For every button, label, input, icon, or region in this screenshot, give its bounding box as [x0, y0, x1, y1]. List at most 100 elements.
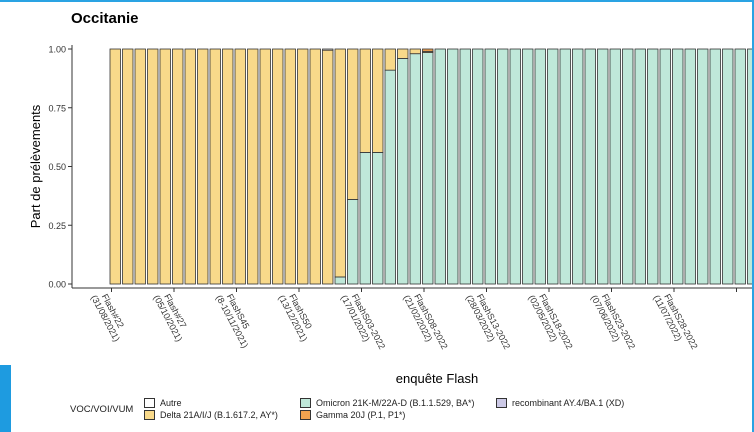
bar-segment-omicron: [534, 48, 546, 285]
x-tick-label: FlashS50(13/12/2021): [277, 289, 319, 343]
legend-label-recombinant: recombinant AY.4/BA.1 (XD): [512, 398, 625, 408]
bar-segment-omicron: [722, 48, 734, 285]
legend-column-2: Omicron 21K-M/22A-D (B.1.1.529, BA*) Gam…: [300, 397, 475, 421]
bar-segment-gamma: [422, 48, 434, 52]
legend-item-delta: Delta 21A/I/J (B.1.617.2, AY*): [144, 409, 278, 421]
legend-column-3: recombinant AY.4/BA.1 (XD): [496, 397, 624, 409]
x-tick-label: FlashS28-2022(11/07/2022): [652, 289, 700, 356]
bar-segment-delta: [259, 48, 271, 285]
chart-title: Occitanie: [71, 10, 139, 27]
bar-segment-omicron: [709, 48, 721, 285]
bar-segment-omicron: [622, 48, 634, 285]
x-tick-label: Flash#22(31/08/2021): [89, 289, 131, 343]
legend-item-recombinant: recombinant AY.4/BA.1 (XD): [496, 397, 624, 409]
bar-segment-omicron: [647, 48, 659, 285]
legend-item-autre: Autre: [144, 397, 278, 409]
bar-segment-omicron: [334, 276, 346, 285]
bar-segment-omicron: [559, 48, 571, 285]
bar-segment-omicron: [672, 48, 684, 285]
bar-segment-delta: [159, 48, 171, 285]
bar-segment-delta: [309, 48, 321, 285]
bar-segment-omicron: [459, 48, 471, 285]
bar-segment-delta: [197, 48, 209, 285]
bar-segment-omicron: [447, 48, 459, 285]
legend-column-1: Autre Delta 21A/I/J (B.1.617.2, AY*): [144, 397, 278, 421]
y-tick-label: 0.00: [48, 280, 66, 290]
legend-title: VOC/VOI/VUM: [70, 404, 134, 415]
bar-segment-delta: [347, 48, 359, 200]
bar-segment-delta: [409, 48, 421, 55]
bar-segment-omicron: [472, 48, 484, 285]
bar-segment-omicron: [359, 151, 371, 285]
bar-segment-delta: [284, 48, 296, 285]
bar-segment-omicron: [659, 48, 671, 285]
x-tick-label: FlashS18-2022(02/05/2022): [527, 289, 575, 356]
bar-segment-omicron: [422, 52, 434, 285]
bar-segment-omicron: [522, 48, 534, 285]
bar-segment-delta: [109, 48, 121, 285]
x-tick-label: FlashS03-2022(17/01/2022): [339, 289, 387, 356]
bar-segment-delta: [297, 48, 309, 285]
bar-segment-omicron: [584, 48, 596, 285]
bar-segment-delta: [384, 48, 396, 71]
side-tab[interactable]: [0, 365, 11, 432]
bar-segment-delta: [247, 48, 259, 285]
bar-segment-omicron: [484, 48, 496, 285]
bar-segment-omicron: [572, 48, 584, 285]
legend-item-gamma: Gamma 20J (P.1, P1*): [300, 409, 475, 421]
y-tick-label: 0.75: [48, 103, 66, 113]
bar-segment-delta: [334, 48, 346, 278]
legend-swatch-autre: [144, 398, 155, 408]
x-tick-label: Flash#27(05/10/2021): [152, 289, 194, 343]
bar-segment-omicron: [384, 69, 396, 285]
bar-segment-delta: [172, 48, 184, 285]
y-axis-title: Part de prélèvements: [28, 104, 43, 228]
x-axis-title: enquête Flash: [396, 371, 478, 386]
bar-segment-omicron: [397, 58, 409, 285]
bar-segment-omicron: [684, 48, 696, 285]
legend-label-autre: Autre: [160, 398, 182, 408]
bar-segment-delta: [147, 48, 159, 285]
bar-segment-delta: [222, 48, 234, 285]
bar-segment-omicron: [347, 198, 359, 285]
bar-segment-omicron: [547, 48, 559, 285]
legend-swatch-gamma: [300, 410, 311, 420]
bar-segment-omicron: [409, 53, 421, 285]
bar-segment-omicron: [747, 48, 754, 285]
bar-segment-omicron: [609, 48, 621, 285]
y-tick-label: 0.50: [48, 162, 66, 172]
x-tick-label: FlashS23-2022(07/06/2022): [589, 289, 637, 356]
bar-segment-delta: [372, 48, 384, 153]
bar-segment-omicron: [372, 151, 384, 285]
bar-segment-delta: [322, 49, 334, 285]
bar-segment-delta: [234, 48, 246, 285]
legend-swatch-recombinant: [496, 398, 507, 408]
bar-segment-delta: [272, 48, 284, 285]
bar-segment-delta: [122, 48, 134, 285]
bar-segment-delta: [209, 48, 221, 285]
bar-segment-delta: [397, 48, 409, 59]
y-tick-label: 0.25: [48, 221, 66, 231]
legend-swatch-omicron: [300, 398, 311, 408]
bar-segment-omicron: [597, 48, 609, 285]
y-tick-label: 1.00: [48, 45, 66, 55]
x-tick-label: FlashS13-2022(28/03/2022): [464, 289, 512, 356]
bar-segment-omicron: [734, 48, 746, 285]
bar-segment-omicron: [497, 48, 509, 285]
legend-label-omicron: Omicron 21K-M/22A-D (B.1.1.529, BA*): [316, 398, 475, 408]
bar-segment-omicron: [697, 48, 709, 285]
x-tick-label: FlashS08-2022(21/02/2022): [402, 289, 450, 356]
bar-segment-omicron: [434, 48, 446, 285]
x-tick-label: FlashS45(8-10/11/2021): [214, 289, 259, 350]
legend-item-omicron: Omicron 21K-M/22A-D (B.1.1.529, BA*): [300, 397, 475, 409]
legend-label-delta: Delta 21A/I/J (B.1.617.2, AY*): [160, 410, 278, 420]
bar-segment-delta: [134, 48, 146, 285]
bar-segment-omicron: [509, 48, 521, 285]
bar-segment-delta: [184, 48, 196, 285]
bar-segment-autre: [322, 48, 334, 51]
legend-label-gamma: Gamma 20J (P.1, P1*): [316, 410, 406, 420]
bar-segment-omicron: [634, 48, 646, 285]
legend-swatch-delta: [144, 410, 155, 420]
